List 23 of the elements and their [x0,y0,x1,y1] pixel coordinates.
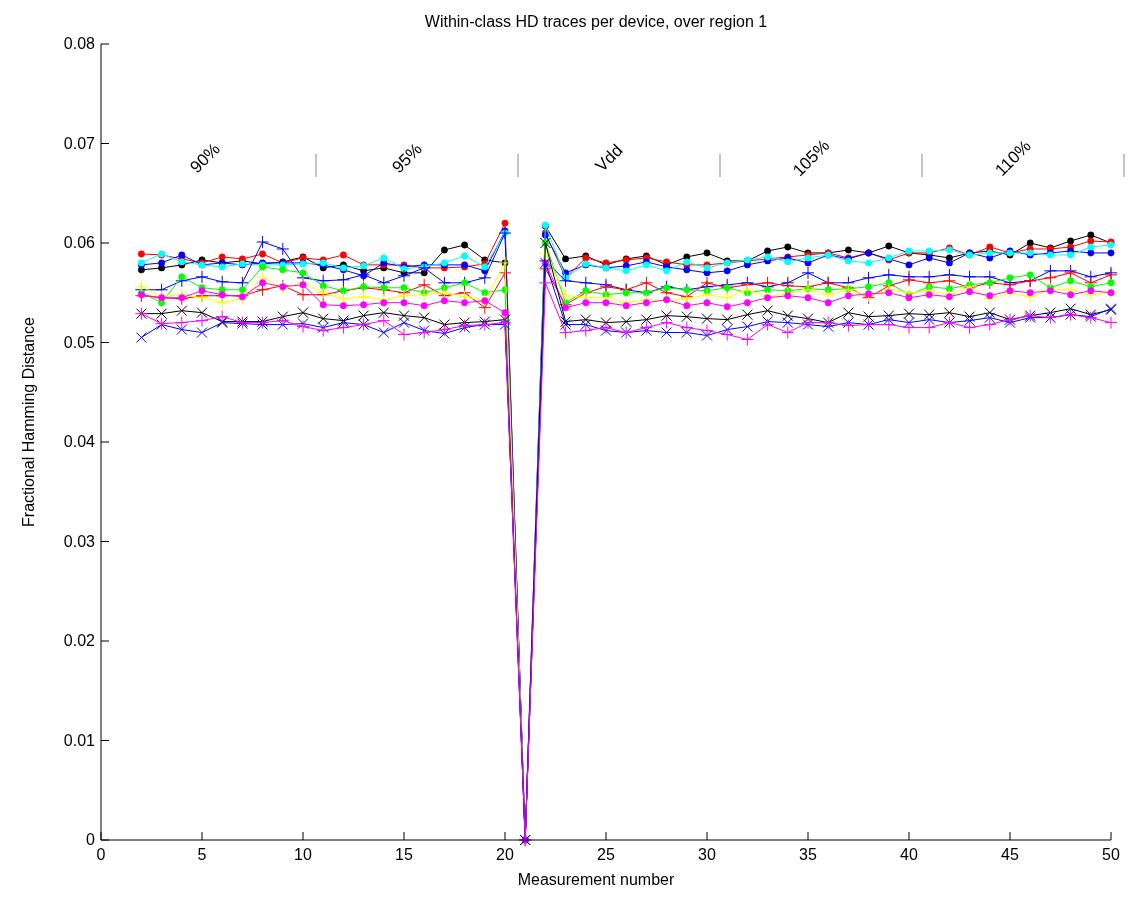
chart-title: Within-class HD traces per device, over region 1 [424,13,768,30]
y-tick-label: 0.01 [63,731,96,749]
y-tick-label: 0.02 [63,632,96,649]
x-tick-label: 5 [197,846,207,863]
x-tick-label: 45 [1001,846,1019,863]
x-tick-label: 25 [597,846,615,863]
y-tick-label: 0.06 [63,234,96,251]
x-tick-label: 40 [900,846,918,863]
y-tick-label: 0.05 [63,333,96,351]
x-tick-label: 20 [496,846,514,863]
y-tick-label: 0 [86,831,96,848]
y-tick-label: 0.08 [63,35,96,52]
x-tick-label: 15 [395,846,413,863]
x-tick-label: 50 [1102,846,1120,863]
x-tick-label: 35 [799,846,817,863]
y-tick-label: 0.04 [63,433,96,450]
x-tick-label: 30 [698,846,716,863]
x-tick-label: 10 [294,846,312,863]
x-axis-title: Measurement number [517,871,675,888]
annotation: Vdd [591,140,627,176]
y-tick-label: 0.07 [63,134,96,152]
y-tick-label: 0.03 [63,532,96,550]
y-axis-title: Fractional Hamming Distance [20,316,37,527]
